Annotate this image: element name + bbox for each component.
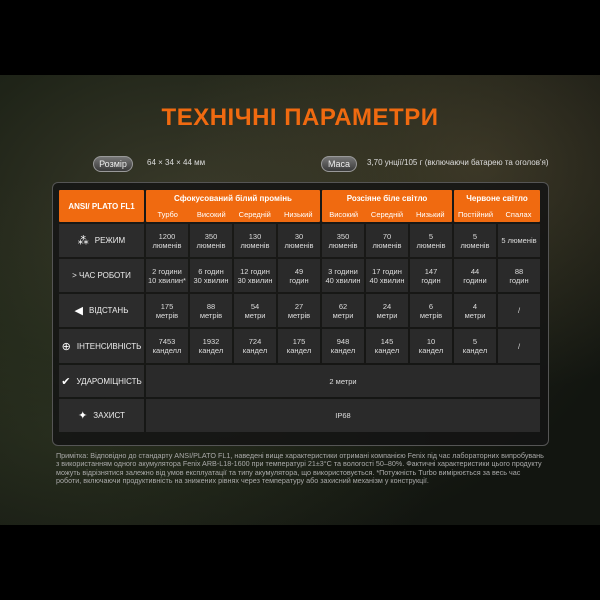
mode-labels: Постійний Спалах [454, 210, 540, 219]
size-label: Розмір [93, 156, 133, 172]
table-cell: 6 годин 30 хвилин [190, 259, 232, 292]
spec-table: ANSI/ PLATO FL1 Сфокусований білий промін… [59, 190, 540, 432]
weight-label: Маса [321, 156, 357, 172]
row-label-text: > ЧАС РОБОТИ [72, 271, 131, 280]
page-title: ТЕХНІЧНІ ПАРАМЕТРИ [161, 104, 439, 131]
mode-label: Постійний [457, 210, 494, 219]
table-cell: 3 години 40 хвилин [322, 259, 364, 292]
table-cell-span: 2 метри [146, 365, 540, 397]
impact-check-icon: ✔ [61, 375, 71, 388]
group-header: Червоне світло Постійний Спалах [454, 190, 540, 222]
beam-distance-icon: ◀ [74, 305, 83, 317]
table-cell: 88 метрів [190, 294, 232, 327]
corner-header: ANSI/ PLATO FL1 [59, 190, 144, 222]
row-label: ⁂ РЕЖИМ [59, 224, 144, 257]
table-cell: 5 люменів [498, 224, 540, 257]
table-cell: 49 годин [278, 259, 320, 292]
row-label-text: ВІДСТАНЬ [88, 306, 129, 315]
group-header: Розсіяне біле світло Високий Середній Низьк… [322, 190, 452, 222]
mode-labels: Високий Середній Низький [322, 210, 452, 219]
mode-label: Високий [329, 210, 359, 219]
table-cell: 5 люменів [410, 224, 452, 257]
table-cell: 350 люменів [190, 224, 232, 257]
table-cell: 24 метри [366, 294, 408, 327]
mode-label: Низький [283, 210, 313, 219]
mode-labels: Турбо Високий Середній Низький [146, 210, 320, 219]
row-label: ✔ УДАРОМІЦНІСТЬ [59, 365, 144, 397]
table-cell: 130 люменів [234, 224, 276, 257]
row-label: ⊕ ІНТЕНСИВНІСТЬ [59, 329, 144, 363]
table-cell: 1200 люменів [146, 224, 188, 257]
group-title: Розсіяне біле світло [346, 194, 428, 203]
footnote: Примітка: Відповідно до стандарту ANSI/P… [56, 451, 544, 485]
table-cell: 54 метри [234, 294, 276, 327]
mode-label: Високий [196, 210, 226, 219]
table-cell: 88 годин [498, 259, 540, 292]
table-cell: 724 кандел [234, 329, 276, 363]
table-cell: / [498, 329, 540, 363]
table-cell: 7453 канделл [146, 329, 188, 363]
row-label-text: ІНТЕНСИВНІСТЬ [76, 341, 142, 351]
mode-label: Низький [416, 210, 445, 219]
table-cell: 10 кандел [410, 329, 452, 363]
table-cell: 62 метри [322, 294, 364, 327]
table-cell: 12 годин 30 хвилин [234, 259, 276, 292]
weight-value: 3,70 унції/105 г (включаючи батарею та о… [367, 158, 549, 167]
row-label: ✦ ЗАХИСТ [59, 399, 144, 432]
table-cell: 175 кандел [278, 329, 320, 363]
table-cell: 147 годин [410, 259, 452, 292]
light-burst-icon: ⁂ [77, 235, 89, 247]
table-cell: / [498, 294, 540, 327]
row-label-text: РЕЖИМ [94, 236, 126, 245]
row-label: > ЧАС РОБОТИ [59, 259, 144, 292]
table-cell: 17 годин 40 хвилин [366, 259, 408, 292]
table-cell: 27 метрів [278, 294, 320, 327]
mode-label: Середній [370, 210, 404, 219]
table-cell-span: IP68 [146, 399, 540, 432]
table-cell: 30 люменів [278, 224, 320, 257]
row-label: ◀ ВІДСТАНЬ [59, 294, 144, 327]
mode-label: Середній [238, 210, 271, 219]
table-cell: 5 люменів [454, 224, 496, 257]
waterproof-icon: ✦ [78, 410, 88, 422]
table-cell: 2 години 10 хвилин* [146, 259, 188, 292]
table-cell: 948 кандел [322, 329, 364, 363]
table-cell: 350 люменів [322, 224, 364, 257]
table-cell: 44 години [454, 259, 496, 292]
size-value: 64 × 34 × 44 мм [147, 158, 206, 167]
table-cell: 70 люменів [366, 224, 408, 257]
target-icon: ⊕ [61, 340, 71, 353]
mode-label: Турбо [157, 210, 178, 219]
row-label-text: УДАРОМІЦНІСТЬ [76, 376, 142, 386]
row-label-text: ЗАХИСТ [93, 411, 125, 420]
table-cell: 5 кандел [454, 329, 496, 363]
table-cell: 1932 кандел [190, 329, 232, 363]
group-title: Червоне світло [466, 194, 528, 203]
group-title: Сфокусований білий промінь [174, 194, 292, 203]
table-cell: 6 метрів [410, 294, 452, 327]
table-cell: 175 метрів [146, 294, 188, 327]
table-cell: 4 метри [454, 294, 496, 327]
mode-label: Спалах [505, 210, 532, 219]
group-header: Сфокусований білий промінь Турбо Високий Се… [146, 190, 320, 222]
table-cell: 145 кандел [366, 329, 408, 363]
